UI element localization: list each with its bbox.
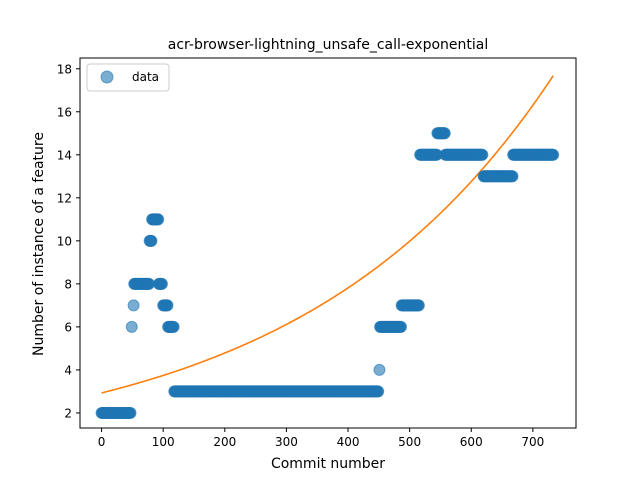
y-tick-label: 2: [64, 406, 72, 420]
axes-frame: [79, 57, 577, 429]
data-point: [127, 299, 140, 312]
x-tick-label: 600: [460, 435, 483, 449]
data-points: [95, 127, 560, 419]
x-tick-label: 300: [275, 435, 298, 449]
legend-label: data: [132, 70, 159, 84]
x-tick-label: 400: [337, 435, 360, 449]
data-point: [145, 234, 158, 247]
x-axis-label: Commit number: [271, 456, 385, 472]
plot-area: [80, 58, 576, 428]
chart-title: acr-browser-lightning_unsafe_call-expone…: [168, 37, 489, 53]
data-point: [506, 170, 519, 183]
data-point: [476, 148, 489, 161]
data-point: [438, 127, 451, 140]
data-point: [161, 299, 174, 312]
data-point: [143, 277, 156, 290]
y-tick-label: 6: [64, 320, 72, 334]
y-tick-label: 12: [57, 191, 72, 205]
data-point: [124, 406, 137, 419]
x-tick-label: 100: [152, 435, 175, 449]
data-point: [125, 320, 138, 333]
x-tick-label: 500: [398, 435, 421, 449]
y-tick-label: 16: [57, 105, 72, 119]
x-tick-label: 0: [98, 435, 106, 449]
data-point: [152, 213, 165, 226]
legend: data: [86, 63, 170, 92]
data-point: [155, 277, 168, 290]
data-point: [373, 363, 386, 376]
y-tick-label: 18: [57, 62, 72, 76]
data-point: [412, 299, 425, 312]
y-tick-label: 14: [57, 148, 72, 162]
y-tick-label: 10: [57, 234, 72, 248]
data-point: [167, 320, 180, 333]
data-point: [547, 148, 560, 161]
y-axis-label: Number of instance of a feature: [31, 132, 47, 356]
data-point: [372, 385, 385, 398]
x-tick-label: 200: [213, 435, 236, 449]
legend-marker: [100, 70, 114, 84]
y-tick-label: 8: [64, 277, 72, 291]
y-tick-label: 4: [64, 363, 72, 377]
axes: 0 100 200 300 400 500 600 700 2 4 6 8 10 12 14 16 18: [57, 57, 577, 449]
data-point: [395, 320, 408, 333]
x-tick-label: 700: [521, 435, 544, 449]
